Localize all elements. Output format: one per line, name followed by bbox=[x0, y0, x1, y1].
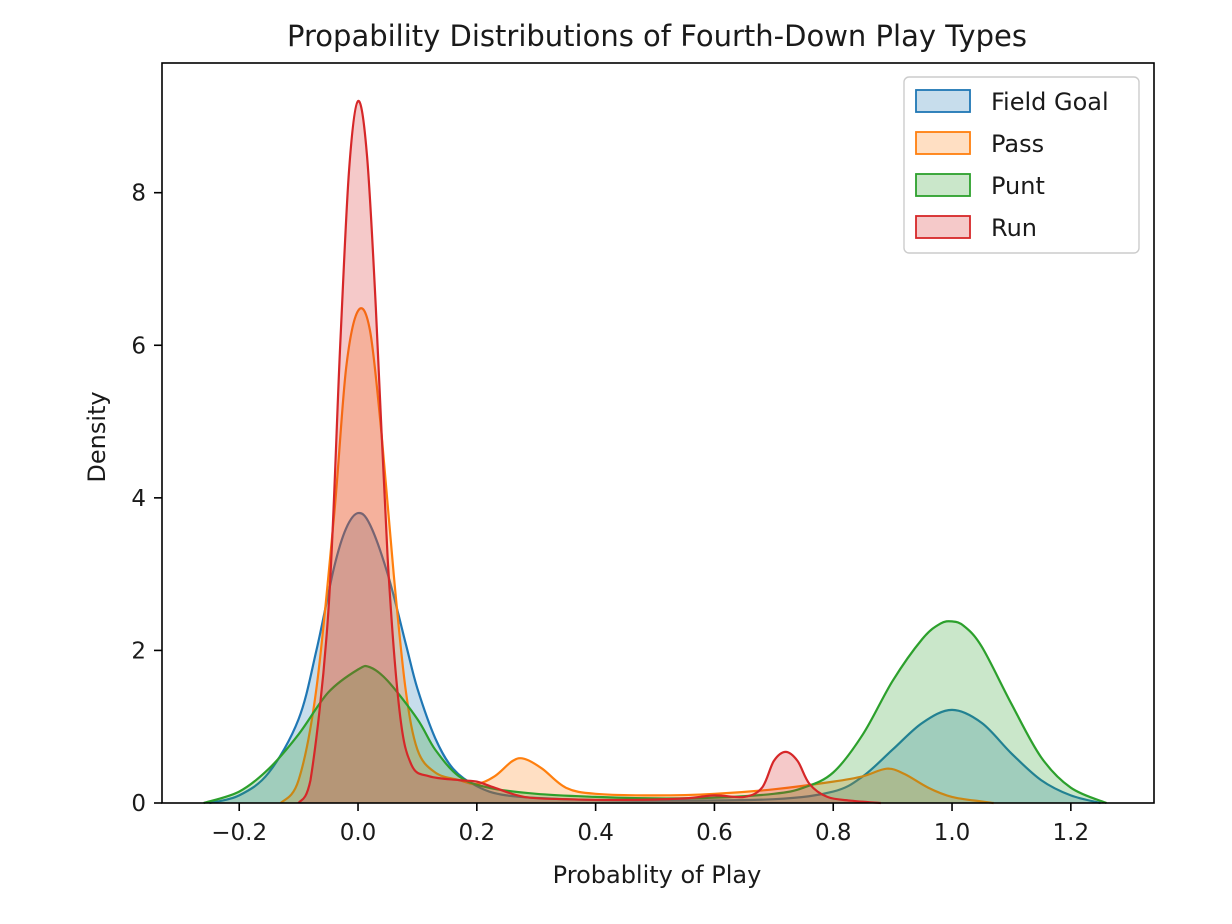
legend-box bbox=[903, 76, 1140, 254]
density-area-punt bbox=[203, 621, 1107, 803]
x-tick-label: 0.6 bbox=[696, 820, 733, 846]
density-line-pass bbox=[279, 307, 994, 805]
x-tick-label: 1.2 bbox=[1053, 820, 1090, 846]
y-axis-label: Density bbox=[83, 391, 111, 482]
y-tick-label: 0 bbox=[131, 791, 146, 817]
y-tick-label: 4 bbox=[131, 486, 146, 512]
x-tick-label: 1.0 bbox=[934, 820, 971, 846]
x-axis: −0.2 0.0 0.2 0.4 0.6 0.8 1.0 1.2 bbox=[211, 803, 1089, 846]
density-line-run bbox=[297, 99, 881, 805]
x-tick-label: −0.2 bbox=[211, 820, 267, 846]
density-area-field-goal bbox=[209, 513, 1101, 803]
x-axis-label: Probablity of Play bbox=[553, 861, 762, 889]
legend: Field Goal Pass Punt Run bbox=[903, 76, 1140, 254]
x-tick-label: 0.8 bbox=[815, 820, 852, 846]
density-line-field-goal bbox=[209, 511, 1101, 805]
y-tick-label: 2 bbox=[131, 638, 146, 664]
legend-swatch-run bbox=[915, 215, 971, 239]
chart-title: Propability Distributions of Fourth-Down… bbox=[287, 19, 1027, 53]
legend-label-pass: Pass bbox=[991, 130, 1044, 158]
legend-label-field-goal: Field Goal bbox=[991, 88, 1109, 116]
plot-area bbox=[203, 99, 1107, 805]
legend-swatch-punt bbox=[915, 173, 971, 197]
legend-swatch-field-goal bbox=[915, 89, 971, 113]
x-tick-label: 0.4 bbox=[577, 820, 614, 846]
y-tick-label: 8 bbox=[131, 181, 146, 207]
y-tick-label: 6 bbox=[131, 333, 146, 359]
legend-label-punt: Punt bbox=[991, 172, 1045, 200]
legend-swatch-pass bbox=[915, 131, 971, 155]
x-tick-label: 0.2 bbox=[459, 820, 496, 846]
axes-frame bbox=[161, 62, 1155, 804]
density-area-run bbox=[298, 100, 881, 804]
legend-label-run: Run bbox=[991, 214, 1037, 242]
x-tick-label: 0.0 bbox=[340, 820, 377, 846]
y-axis: 0 2 4 6 8 bbox=[131, 181, 162, 817]
density-area-pass bbox=[280, 308, 994, 803]
